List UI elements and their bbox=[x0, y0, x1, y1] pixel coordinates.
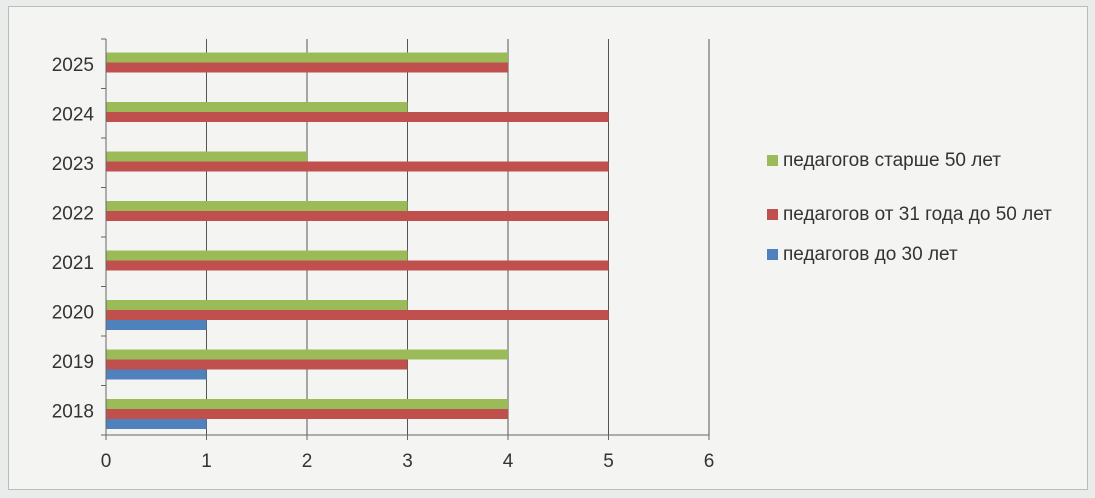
legend-item-under-30: педагогов до 30 лет bbox=[767, 239, 1087, 271]
x-tick-label: 4 bbox=[503, 451, 514, 472]
y-tick-label: 2025 bbox=[52, 55, 94, 76]
legend-item-31-50: педагогов от 31 года до 50 лет bbox=[767, 199, 1087, 231]
bar bbox=[106, 62, 508, 73]
bar bbox=[106, 369, 207, 380]
legend-swatch-red bbox=[767, 209, 778, 220]
y-tick-label: 2024 bbox=[52, 104, 95, 125]
x-tick-label: 3 bbox=[402, 451, 413, 472]
legend-item-older-50: педагогов старше 50 лет bbox=[767, 145, 1087, 177]
bar bbox=[106, 102, 408, 112]
bar bbox=[106, 320, 207, 330]
y-tick-label: 2022 bbox=[52, 203, 94, 224]
bar bbox=[106, 409, 508, 419]
bar bbox=[106, 260, 609, 271]
axis-labels: 2018 2019 2020 2021 2022 2023 2024 2025 0 1 2 3 4 5 6 bbox=[52, 55, 715, 472]
gridlines bbox=[206, 39, 710, 435]
legend-swatch-blue bbox=[767, 249, 778, 260]
y-tick-label: 2018 bbox=[52, 401, 94, 422]
bar bbox=[106, 399, 508, 409]
bar bbox=[106, 250, 408, 261]
y-tick-label: 2020 bbox=[52, 302, 94, 323]
bar bbox=[106, 151, 307, 162]
legend: педагогов старше 50 лет педагогов от 31 … bbox=[767, 145, 1087, 271]
x-tick-label: 2 bbox=[302, 451, 313, 472]
bar bbox=[106, 112, 609, 122]
x-tick-label: 6 bbox=[704, 451, 715, 472]
axes bbox=[101, 38, 710, 440]
chart-area: 2018 2019 2020 2021 2022 2023 2024 2025 0 1 2 3 4 5 6 … bbox=[8, 6, 1088, 490]
legend-label: педагогов старше 50 лет bbox=[783, 150, 1001, 171]
y-tick-label: 2023 bbox=[52, 154, 94, 175]
x-tick-label: 0 bbox=[101, 451, 112, 472]
bar bbox=[106, 300, 408, 310]
bar bbox=[106, 419, 207, 429]
legend-label: педагогов до 30 лет bbox=[783, 244, 958, 265]
y-tick-label: 2021 bbox=[52, 253, 94, 274]
x-tick-label: 1 bbox=[201, 451, 212, 472]
bar-chart: 2018 2019 2020 2021 2022 2023 2024 2025 0 1 2 3 4 5 6 bbox=[52, 38, 715, 472]
y-tick-label: 2019 bbox=[52, 352, 94, 373]
bars bbox=[106, 52, 609, 429]
bar bbox=[106, 161, 609, 172]
bar bbox=[106, 52, 508, 63]
x-tick-label: 5 bbox=[603, 451, 614, 472]
bar bbox=[106, 201, 408, 211]
bar bbox=[106, 349, 508, 360]
bar bbox=[106, 310, 609, 320]
bar bbox=[106, 211, 609, 221]
legend-swatch-green bbox=[767, 155, 778, 166]
bar bbox=[106, 359, 408, 370]
legend-label: педагогов от 31 года до 50 лет bbox=[783, 204, 1052, 225]
